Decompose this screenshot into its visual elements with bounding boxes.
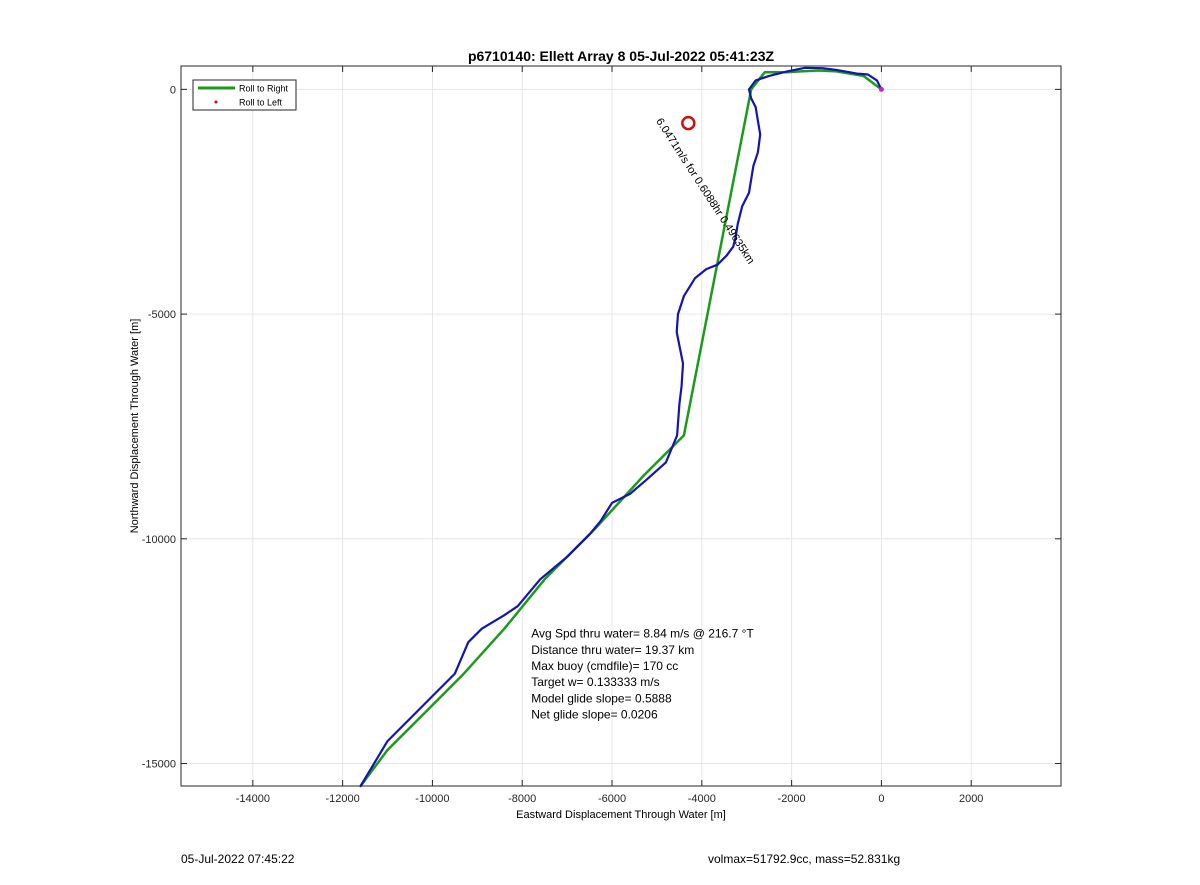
- y-tick-label: -15000: [142, 759, 176, 771]
- annotations: Avg Spd thru water= 8.84 m/s @ 216.7 °T D…: [531, 627, 754, 722]
- track-line: [359, 66, 883, 788]
- annotation-text: Max buoy (cmdfile)= 170 cc: [531, 659, 678, 673]
- x-tick-label: -2000: [778, 793, 806, 805]
- roll-to-right-line: [359, 69, 883, 788]
- legend: Roll to Right Roll to Left: [192, 79, 297, 111]
- x-tick-label: -6000: [598, 793, 626, 805]
- annotation-text: Net glide slope= 0.0206: [531, 708, 658, 722]
- footer-timestamp: 05-Jul-2022 07:45:22: [181, 852, 295, 866]
- legend-box: [192, 79, 297, 111]
- footer-volmax-mass: volmax=51792.9cc, mass=52.831kg: [708, 852, 901, 866]
- x-tick-label: -8000: [508, 793, 536, 805]
- x-tick-label: 2000: [959, 793, 983, 805]
- end-marker: [878, 86, 884, 92]
- circle-marker: [681, 115, 696, 131]
- y-tick-label: -5000: [148, 309, 176, 321]
- plot-area: [180, 65, 1062, 787]
- x-tick-label: -10000: [415, 793, 449, 805]
- series-layer: [359, 66, 883, 788]
- axis-ticks: -14000 -12000 -10000 -8000 -6000 -4000 -2000 0 2…: [142, 66, 1061, 805]
- chart-title: p6710140: Ellett Array 8 05-Jul-2022 05:…: [468, 48, 775, 64]
- annotation-text: Distance thru water= 19.37 km: [531, 643, 694, 657]
- annotation-text: Target w= 0.133333 m/s: [531, 675, 659, 689]
- x-axis-label: Eastward Displacement Through Water [m]: [516, 809, 726, 821]
- legend-dot-swatch: [214, 100, 218, 104]
- annotation-text: Model glide slope= 0.5888: [531, 691, 672, 705]
- y-tick-label: 0: [170, 84, 176, 96]
- y-tick-label: -10000: [142, 534, 176, 546]
- legend-label: Roll to Right: [239, 84, 289, 94]
- grid: [181, 66, 1061, 786]
- y-axis-label: Northward Displacement Through Water [m]: [129, 319, 141, 534]
- x-tick-label: -4000: [688, 793, 716, 805]
- annotation-text: Avg Spd thru water= 8.84 m/s @ 216.7 °T: [531, 627, 754, 641]
- x-tick-label: 0: [878, 793, 884, 805]
- legend-label: Roll to Left: [239, 98, 283, 108]
- x-tick-label: -12000: [325, 793, 359, 805]
- x-tick-label: -14000: [236, 793, 270, 805]
